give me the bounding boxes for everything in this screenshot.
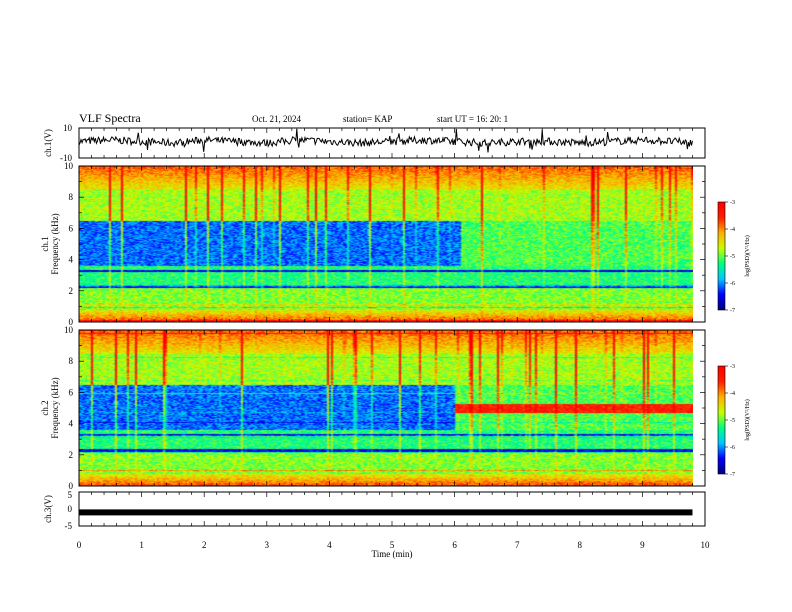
ch2-spec-ylabel-line2: Frequency (kHz) bbox=[50, 377, 60, 438]
colorbar-tick-label: -5 bbox=[730, 254, 735, 260]
x-tick-label: 8 bbox=[578, 540, 583, 550]
ch2-freq-ticks: 0 2 4 6 8 10 bbox=[64, 325, 705, 491]
ch1-waveform-panel: 10 -10 ch.1(V) bbox=[43, 123, 706, 163]
ch1-spec-ylabel-line2: Frequency (kHz) bbox=[50, 213, 60, 274]
colorbar-tick-label: -4 bbox=[730, 227, 735, 233]
ch3-panel: 5 0 -5 ch.3(V) bbox=[43, 490, 706, 531]
ch1-spec-ylabel-line1: ch.1 bbox=[40, 236, 50, 251]
y-tick-label: 0 bbox=[69, 481, 74, 491]
x-tick-label: 9 bbox=[640, 540, 645, 550]
y-tick-label: 0 bbox=[69, 317, 74, 327]
ch1-waveform-line bbox=[78, 128, 693, 153]
colorbar-tick-label: -7 bbox=[730, 308, 735, 314]
ch3-ytick-top: 5 bbox=[68, 490, 73, 500]
colorbar-tick-label: -6 bbox=[730, 445, 735, 451]
ch1-colorbar bbox=[718, 202, 725, 310]
y-tick-label: 8 bbox=[69, 356, 74, 366]
start-time-label: start UT = 16: 20: 1 bbox=[437, 114, 508, 124]
y-tick-label: 8 bbox=[69, 192, 74, 202]
ch2-spectrogram-image bbox=[79, 330, 693, 486]
colorbar-tick-label: -3 bbox=[730, 364, 735, 370]
colorbar-tick-label: -4 bbox=[730, 391, 735, 397]
x-tick-label: 10 bbox=[701, 540, 711, 550]
y-tick-label: 2 bbox=[69, 450, 74, 460]
station-label: station= KAP bbox=[343, 114, 392, 124]
y-tick-label: 10 bbox=[64, 325, 74, 335]
ch1-colorbar-label: log(PSD)(V²/Hz) bbox=[744, 235, 751, 276]
y-tick-label: 2 bbox=[69, 286, 74, 296]
colorbar-tick-label: -5 bbox=[730, 418, 735, 424]
y-tick-label: 10 bbox=[64, 161, 74, 171]
ch1-colorbar-ticks: -3 -4 -5 -6 -7 bbox=[725, 200, 735, 314]
x-tick-label: 4 bbox=[327, 540, 332, 550]
x-tick-label: 2 bbox=[202, 540, 207, 550]
colorbar-tick-label: -3 bbox=[730, 200, 735, 206]
ch1-ytick-top: 10 bbox=[63, 123, 73, 133]
ch2-colorbar bbox=[718, 366, 725, 474]
date-label: Oct. 21, 2024 bbox=[252, 114, 301, 124]
x-tick-label: 0 bbox=[77, 540, 82, 550]
ch2-colorbar-label: log(PSD)(V²/Hz) bbox=[744, 399, 751, 440]
time-axis-ticks bbox=[78, 128, 706, 526]
ch3-signal-line bbox=[79, 509, 693, 516]
ch2-spec-ylabel-line1: ch.2 bbox=[40, 400, 50, 415]
y-tick-label: 4 bbox=[69, 255, 74, 265]
colorbar-tick-label: -7 bbox=[730, 472, 735, 478]
ch3-ytick-bottom: -5 bbox=[65, 521, 73, 531]
ch2-colorbar-ticks: -3 -4 -5 -6 -7 bbox=[725, 364, 735, 478]
y-tick-label: 4 bbox=[69, 419, 74, 429]
ch3-ylabel: ch.3(V) bbox=[43, 495, 53, 523]
x-tick-label: 1 bbox=[139, 540, 144, 550]
x-tick-label: 3 bbox=[265, 540, 270, 550]
figure-title: VLF Spectra bbox=[79, 111, 141, 125]
time-axis-labels: 0 1 2 3 4 5 6 7 8 9 10 bbox=[77, 540, 710, 550]
x-tick-label: 6 bbox=[452, 540, 457, 550]
ch3-frame bbox=[78, 491, 706, 527]
time-axis-title: Time (min) bbox=[372, 549, 413, 559]
y-tick-label: 6 bbox=[69, 223, 74, 233]
colorbar-tick-label: -6 bbox=[730, 281, 735, 287]
ch3-ytick-mid: 0 bbox=[68, 504, 73, 514]
x-tick-label: 7 bbox=[515, 540, 520, 550]
y-tick-label: 6 bbox=[69, 387, 74, 397]
x-tick-label: 5 bbox=[390, 540, 395, 550]
ch1-freq-ticks: 0 2 4 6 8 10 bbox=[64, 161, 705, 327]
ch1-ylabel: ch.1(V) bbox=[43, 129, 53, 157]
ch1-spectrogram-image bbox=[79, 166, 693, 322]
ch1-ytick-bottom: -10 bbox=[60, 153, 72, 163]
